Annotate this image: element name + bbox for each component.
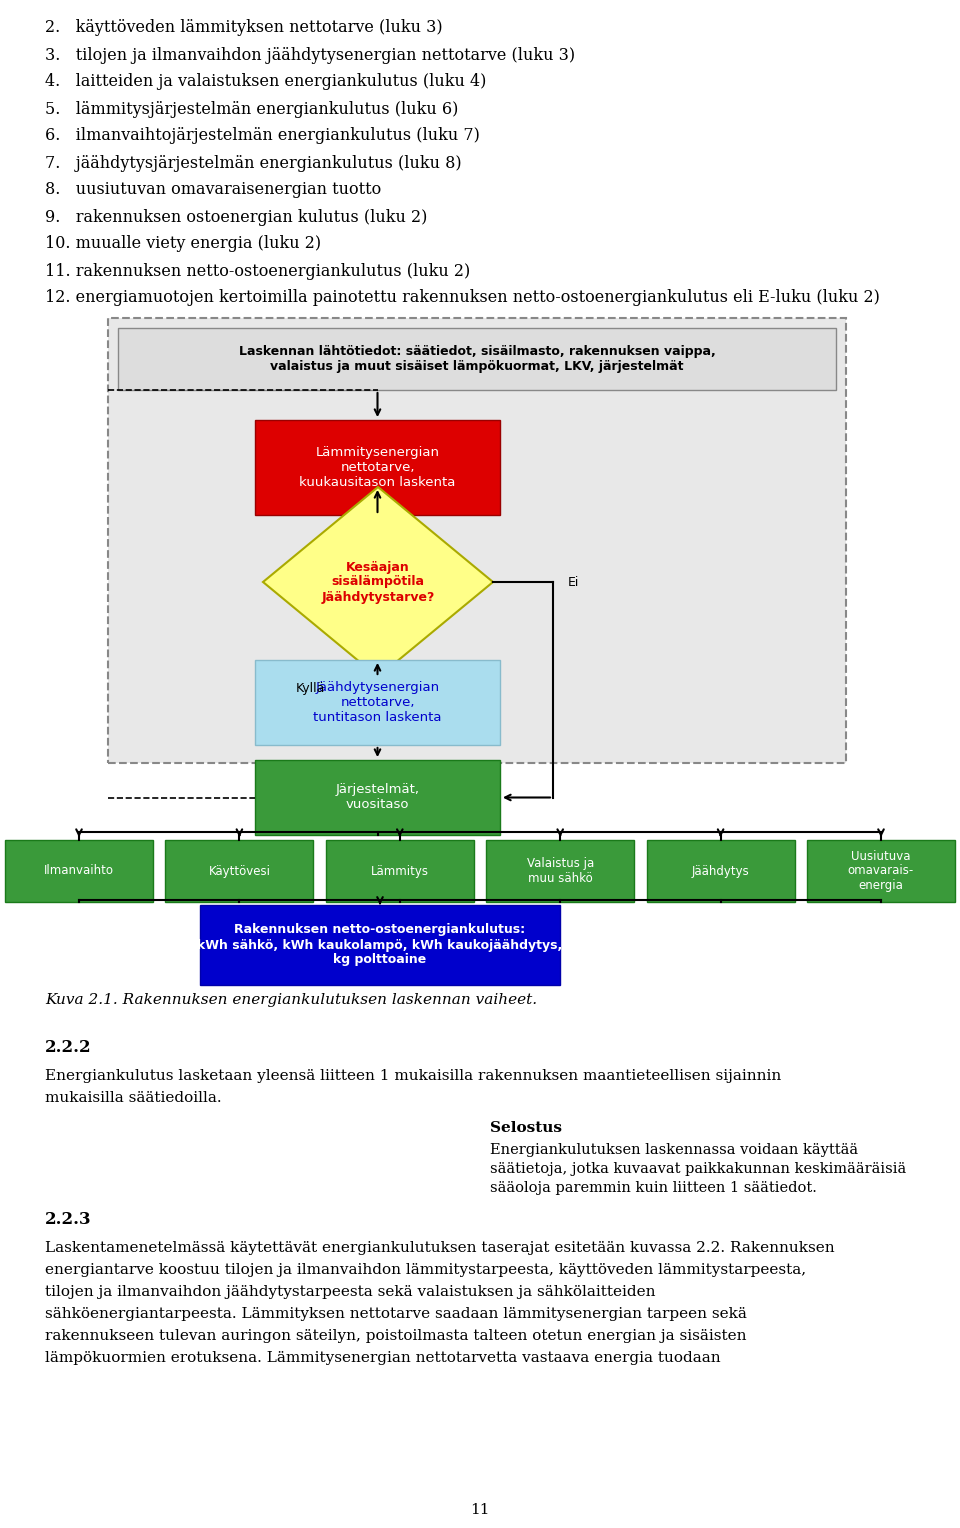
Text: rakennukseen tulevan auringon säteilyn, poistoilmasta talteen otetun energian ja: rakennukseen tulevan auringon säteilyn, …	[45, 1329, 747, 1343]
Text: 10. muualle viety energia (luku 2): 10. muualle viety energia (luku 2)	[45, 235, 322, 252]
FancyBboxPatch shape	[255, 660, 500, 746]
Text: Selostus: Selostus	[490, 1122, 562, 1135]
Text: säätietoja, jotka kuvaavat paikkakunnan keskimääräisiä: säätietoja, jotka kuvaavat paikkakunnan …	[490, 1161, 906, 1177]
Text: Kesäajan
sisälämpötila
Jäähdytystarve?: Kesäajan sisälämpötila Jäähdytystarve?	[322, 561, 435, 604]
FancyBboxPatch shape	[486, 840, 635, 902]
FancyBboxPatch shape	[118, 329, 836, 390]
Text: 11: 11	[470, 1504, 490, 1517]
Text: Kyllä: Kyllä	[296, 681, 324, 695]
FancyBboxPatch shape	[325, 840, 474, 902]
Text: 9.   rakennuksen ostoenergian kulutus (luku 2): 9. rakennuksen ostoenergian kulutus (luk…	[45, 208, 427, 226]
FancyBboxPatch shape	[165, 840, 313, 902]
Text: lämpökuormien erotuksena. Lämmitysenergian nettotarvetta vastaava energia tuodaa: lämpökuormien erotuksena. Lämmitysenergi…	[45, 1351, 721, 1365]
Text: Ilmanvaihto: Ilmanvaihto	[44, 865, 114, 877]
FancyBboxPatch shape	[255, 420, 500, 515]
Text: sähköenergiantarpeesta. Lämmityksen nettotarve saadaan lämmitysenergian tarpeen : sähköenergiantarpeesta. Lämmityksen nett…	[45, 1306, 747, 1322]
FancyBboxPatch shape	[5, 840, 153, 902]
Text: Kuva 2.1. Rakennuksen energiankulutuksen laskennan vaiheet.: Kuva 2.1. Rakennuksen energiankulutuksen…	[45, 993, 538, 1007]
Polygon shape	[263, 487, 493, 677]
Text: Käyttövesi: Käyttövesi	[208, 865, 271, 877]
Text: Lämmitys: Lämmitys	[371, 865, 429, 877]
Text: 6.   ilmanvaihtojärjestelmän energiankulutus (luku 7): 6. ilmanvaihtojärjestelmän energiankulut…	[45, 127, 480, 145]
Text: Laskennan lähtötiedot: säätiedot, sisäilmasto, rakennuksen vaippa,
valaistus ja : Laskennan lähtötiedot: säätiedot, sisäil…	[239, 345, 715, 373]
Text: Uusiutuva
omavarais-
energia: Uusiutuva omavarais- energia	[848, 850, 914, 892]
Text: 4.   laitteiden ja valaistuksen energiankulutus (luku 4): 4. laitteiden ja valaistuksen energianku…	[45, 73, 487, 90]
Text: 3.   tilojen ja ilmanvaihdon jäähdytysenergian nettotarve (luku 3): 3. tilojen ja ilmanvaihdon jäähdytysener…	[45, 46, 575, 64]
Text: Järjestelmät,
vuositaso: Järjestelmät, vuositaso	[335, 784, 420, 811]
Text: 2.2.2: 2.2.2	[45, 1039, 91, 1056]
FancyBboxPatch shape	[807, 840, 955, 902]
Text: 2.   käyttöveden lämmityksen nettotarve (luku 3): 2. käyttöveden lämmityksen nettotarve (l…	[45, 20, 443, 37]
Text: tilojen ja ilmanvaihdon jäähdytystarpeesta sekä valaistuksen ja sähkölaitteiden: tilojen ja ilmanvaihdon jäähdytystarpees…	[45, 1285, 656, 1299]
FancyBboxPatch shape	[255, 759, 500, 834]
Text: Ei: Ei	[568, 576, 580, 588]
Text: mukaisilla säätiedoilla.: mukaisilla säätiedoilla.	[45, 1091, 222, 1105]
Text: energiantarve koostuu tilojen ja ilmanvaihdon lämmitystarpeesta, käyttöveden läm: energiantarve koostuu tilojen ja ilmanva…	[45, 1264, 806, 1277]
Text: Energiankulutus lasketaan yleensä liitteen 1 mukaisilla rakennuksen maantieteell: Energiankulutus lasketaan yleensä liitte…	[45, 1070, 781, 1083]
Text: 5.   lämmitysjärjestelmän energiankulutus (luku 6): 5. lämmitysjärjestelmän energiankulutus …	[45, 101, 458, 118]
Text: 11. rakennuksen netto-ostoenergiankulutus (luku 2): 11. rakennuksen netto-ostoenergiankulutu…	[45, 263, 470, 280]
Text: 8.   uusiutuvan omavaraisenergian tuotto: 8. uusiutuvan omavaraisenergian tuotto	[45, 182, 381, 199]
Text: Valaistus ja
muu sähkö: Valaistus ja muu sähkö	[527, 857, 594, 885]
FancyBboxPatch shape	[647, 840, 795, 902]
FancyBboxPatch shape	[108, 318, 846, 762]
Text: sääoloja paremmin kuin liitteen 1 säätiedot.: sääoloja paremmin kuin liitteen 1 säätie…	[490, 1181, 817, 1195]
Text: 12. energiamuotojen kertoimilla painotettu rakennuksen netto-ostoenergiankulutus: 12. energiamuotojen kertoimilla painotet…	[45, 289, 880, 307]
Text: Jäähdytysenergian
nettotarve,
tuntitason laskenta: Jäähdytysenergian nettotarve, tuntitason…	[313, 681, 442, 724]
Text: 7.   jäähdytysjärjestelmän energiankulutus (luku 8): 7. jäähdytysjärjestelmän energiankulutus…	[45, 154, 462, 171]
Text: Laskentamenetelmässä käytettävät energiankulutuksen taserajat esitetään kuvassa : Laskentamenetelmässä käytettävät energia…	[45, 1241, 834, 1254]
Text: Energiankulutuksen laskennassa voidaan käyttää: Energiankulutuksen laskennassa voidaan k…	[490, 1143, 858, 1157]
Text: Rakennuksen netto-ostoenergiankulutus:
kWh sähkö, kWh kaukolampö, kWh kaukojäähd: Rakennuksen netto-ostoenergiankulutus: k…	[198, 923, 563, 967]
Text: Jäähdytys: Jäähdytys	[692, 865, 750, 877]
FancyBboxPatch shape	[200, 905, 560, 986]
Text: 2.2.3: 2.2.3	[45, 1212, 91, 1229]
Text: Lämmitysenergian
nettotarve,
kuukausitason laskenta: Lämmitysenergian nettotarve, kuukausitas…	[300, 446, 456, 489]
